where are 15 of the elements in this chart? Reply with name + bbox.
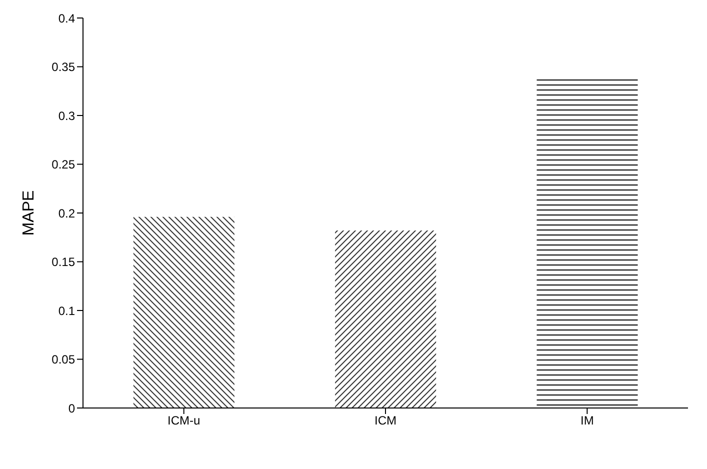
y-tick-label: 0.15 (52, 255, 76, 270)
y-tick-label: 0.4 (58, 11, 76, 26)
y-tick-label: 0.3 (58, 108, 76, 123)
x-tick-label: ICM-u (167, 414, 200, 428)
y-axis-title: MAPE (20, 190, 38, 236)
y-tick-label: 0 (68, 401, 76, 416)
bar (335, 230, 436, 408)
x-tick-label: IM (580, 414, 594, 428)
x-tick-label: ICM (374, 414, 396, 428)
y-tick-label: 0.1 (58, 304, 76, 318)
y-tick-label: 0.25 (52, 158, 76, 172)
y-tick-label: 0.35 (52, 60, 76, 74)
y-tick-label: 0.2 (58, 206, 76, 220)
bar (133, 216, 234, 408)
y-tick-label: 0.05 (52, 352, 76, 367)
